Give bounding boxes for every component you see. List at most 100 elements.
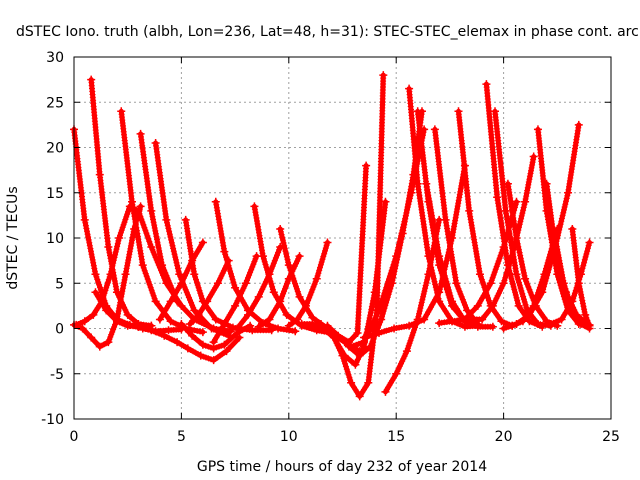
y-tick-label: 0 — [55, 322, 64, 338]
data-point — [533, 125, 542, 134]
data-point — [196, 351, 205, 360]
y-tick-label: -10 — [41, 412, 64, 428]
data-series — [422, 179, 497, 331]
y-tick-label: 20 — [46, 141, 64, 157]
data-point — [435, 319, 444, 328]
y-tick-label: 15 — [46, 186, 64, 202]
data-point — [213, 279, 222, 288]
data-point — [435, 297, 444, 306]
data-point — [95, 170, 104, 179]
data-point — [366, 342, 375, 351]
data-point — [166, 317, 175, 326]
data-point — [194, 310, 203, 319]
data-point — [351, 360, 360, 369]
data-point — [463, 306, 472, 315]
data-point — [317, 319, 326, 328]
data-point — [95, 342, 104, 351]
data-point — [80, 215, 89, 224]
data-point — [521, 197, 530, 206]
data-point — [465, 206, 474, 215]
data-point — [198, 340, 207, 349]
data-point — [355, 351, 364, 360]
data-series — [503, 179, 562, 330]
data-point — [448, 317, 457, 326]
data-point — [235, 333, 244, 342]
data-point — [250, 202, 259, 211]
data-series — [284, 238, 332, 330]
data-point — [503, 179, 512, 188]
data-point — [581, 310, 590, 319]
data-point — [265, 315, 274, 324]
data-point — [585, 321, 594, 330]
data-point — [344, 342, 353, 351]
data-point — [291, 327, 300, 336]
data-point — [413, 179, 422, 188]
data-point — [104, 243, 113, 252]
data-series — [568, 224, 594, 330]
x-tick-label: 0 — [70, 429, 79, 445]
data-point — [166, 297, 175, 306]
data-point — [190, 270, 199, 279]
data-point — [173, 338, 182, 347]
data-point — [211, 197, 220, 206]
data-point — [211, 315, 220, 324]
data-point — [188, 256, 197, 265]
data-series — [209, 252, 261, 347]
data-point — [72, 320, 81, 329]
x-tick-label: 5 — [177, 429, 186, 445]
data-point — [390, 324, 399, 333]
data-point — [381, 197, 390, 206]
data-point — [362, 161, 371, 170]
data-point — [198, 238, 207, 247]
data-point — [568, 306, 577, 315]
data-point — [542, 179, 551, 188]
data-point — [125, 320, 134, 329]
data-point — [334, 333, 343, 342]
data-point — [542, 317, 551, 326]
data-point — [127, 197, 136, 206]
data-point — [151, 138, 160, 147]
data-point — [220, 340, 229, 349]
data-point — [136, 129, 145, 138]
data-series — [254, 252, 304, 331]
data-point — [155, 315, 164, 324]
data-point — [377, 315, 386, 324]
data-point — [87, 75, 96, 84]
data-point — [441, 215, 450, 224]
data-point — [276, 243, 285, 252]
data-point — [147, 243, 156, 252]
data-series-layer — [70, 71, 594, 401]
data-point — [104, 338, 113, 347]
data-point — [375, 329, 384, 338]
data-point — [284, 321, 293, 330]
data-point — [557, 315, 566, 324]
data-point — [147, 326, 156, 335]
data-series — [155, 238, 207, 324]
x-tick-label: 15 — [387, 429, 405, 445]
data-point — [379, 71, 388, 80]
data-point — [493, 193, 502, 202]
y-tick-label: 30 — [46, 50, 64, 66]
data-point — [190, 306, 199, 315]
data-point — [499, 324, 508, 333]
data-point — [243, 310, 252, 319]
data-point — [512, 270, 521, 279]
data-point — [499, 279, 508, 288]
data-point — [181, 215, 190, 224]
x-tick-label: 25 — [602, 429, 620, 445]
data-point — [175, 270, 184, 279]
data-point — [585, 238, 594, 247]
data-point — [160, 331, 169, 340]
data-point — [233, 324, 242, 333]
data-point — [276, 224, 285, 233]
chart-title: dSTEC Iono. truth (albh, Lon=236, Lat=48… — [16, 24, 639, 40]
data-point — [162, 215, 171, 224]
data-series — [499, 120, 583, 333]
data-point — [198, 328, 207, 337]
y-tick-label: 10 — [46, 231, 64, 247]
data-point — [121, 270, 130, 279]
data-point — [117, 107, 126, 116]
data-point — [185, 319, 194, 328]
data-point — [265, 270, 274, 279]
data-point — [452, 279, 461, 288]
